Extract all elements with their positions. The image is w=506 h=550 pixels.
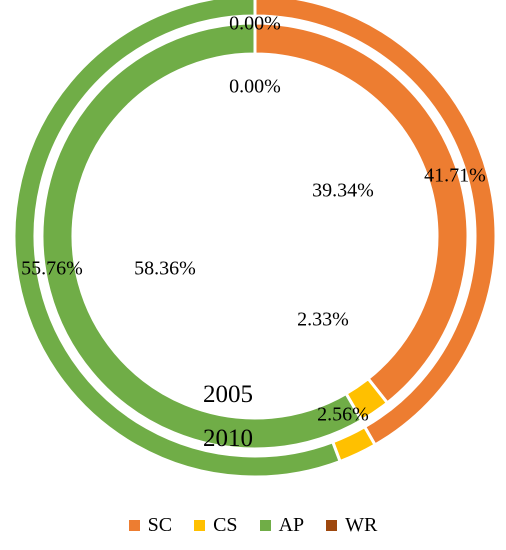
legend-swatch-sc <box>128 519 140 531</box>
legend-item-ap: AP <box>259 513 305 537</box>
data-label-outer-sc: 41.71% <box>424 165 486 187</box>
legend-swatch-ap <box>259 519 271 531</box>
legend-label-cs: CS <box>213 513 238 536</box>
legend-label-ap: AP <box>278 513 305 536</box>
legend-item-sc: SC <box>128 513 173 537</box>
legend-item-cs: CS <box>194 513 238 537</box>
legend-swatch-cs <box>194 519 206 531</box>
data-labels: 39.34% 2.33% 58.36% 0.00% 41.71% 2.56% 55.76% 0… <box>21 13 486 426</box>
data-label-inner-cs: 2.33% <box>297 309 349 331</box>
donut-chart: 39.34% 2.33% 58.36% 0.00% 41.71% 2.56% 55.76% 0… <box>12 0 498 479</box>
slice-outer-ap <box>12 0 343 479</box>
data-label-inner-wr: 0.00% <box>229 76 281 98</box>
legend-label-sc: SC <box>147 513 173 536</box>
data-label-outer-cs: 2.56% <box>317 404 369 426</box>
donut-slices <box>12 0 498 479</box>
data-label-outer-ap: 55.76% <box>21 258 83 280</box>
legend-label-wr: WR <box>345 513 378 536</box>
legend: SC CS AP WR <box>0 505 506 545</box>
ring-label-outer: 2010 <box>203 425 253 452</box>
ring-label-inner: 2005 <box>203 381 253 408</box>
data-label-outer-wr: 0.00% <box>229 13 281 35</box>
legend-item-wr: WR <box>326 514 377 537</box>
data-label-inner-sc: 39.34% <box>312 180 374 202</box>
slice-inner-ap <box>40 21 364 451</box>
data-label-inner-ap: 58.36% <box>134 258 196 280</box>
legend-swatch-wr <box>326 519 338 531</box>
